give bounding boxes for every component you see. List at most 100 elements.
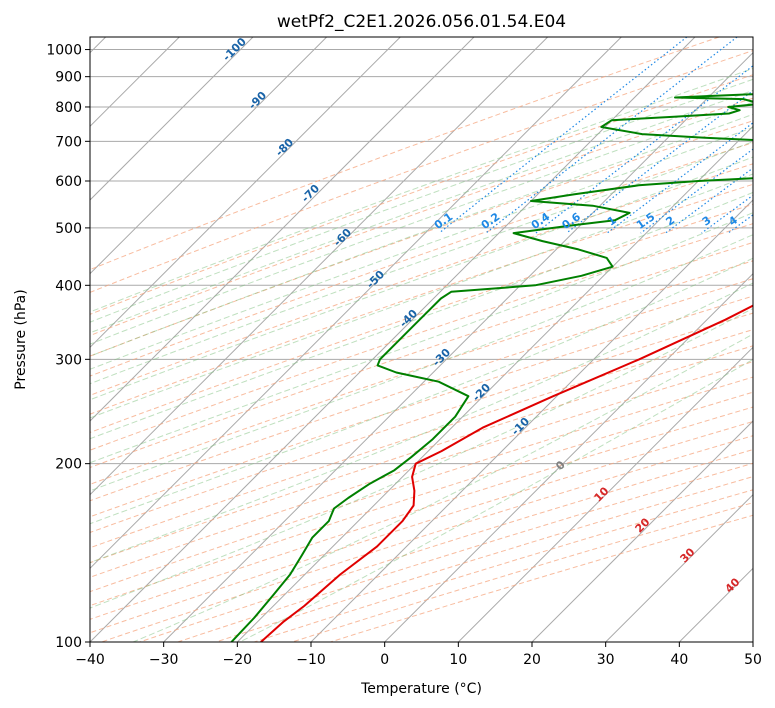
moist-adiabat-line [90,234,753,492]
y-tick-label: 600 [55,174,82,190]
mixing-ratio-line [485,37,738,234]
dry-adiabat-line [90,278,753,502]
dry-adiabat-line [90,97,753,337]
dry-adiabat-line [139,449,753,642]
x-tick-label: 10 [449,652,467,668]
moist-adiabat-line [90,141,753,385]
mixing-ratio-label: 1 [605,214,619,229]
moist-adiabat-line [90,307,753,609]
moist-adiabat-line [90,101,753,345]
dry-adiabat-label: -70 [299,182,322,205]
moist-adiabat-line [90,67,753,313]
y-tick-label: 400 [55,278,82,294]
dry-adiabat-line [101,435,753,642]
x-tick-label: 30 [597,652,615,668]
moist-adiabat-line [133,333,753,642]
dry-adiabat-label: -50 [364,268,387,291]
isotherm-line [90,37,328,275]
isotherm-line [90,37,622,570]
isotherm-line [236,125,753,642]
moist-adiabat-line [90,212,753,464]
dry-adiabat-line [90,74,753,315]
dry-adiabat-label: -90 [246,89,269,112]
isotherm-line [90,37,475,422]
moist-adiabat-label: 40 [723,575,743,595]
dewpoint-line [230,93,753,642]
isotherm-line [310,199,753,642]
mixing-ratio-label: 0.1 [432,210,455,232]
x-tick-label: 0 [380,652,389,668]
x-tick-label: −30 [149,652,179,668]
dry-adiabat-line [90,329,753,549]
isotherm-line [163,51,753,642]
y-tick-label: 800 [55,100,82,116]
moist-adiabats [90,67,753,642]
x-tick-label: 20 [523,652,541,668]
plot-area: 0.10.20.40.611.52346810131620253036-100-… [90,37,775,642]
moist-adiabat-line [239,358,753,642]
moist-adiabat-label: 10 [592,484,612,504]
isotherm-line [90,37,254,201]
temperature-line [260,304,753,642]
y-tick-label: 1000 [46,43,82,59]
isotherm-grid [90,37,753,642]
mixing-ratio-label: 4 [726,213,740,228]
mixing-ratio-label: 6 [765,213,775,228]
dry-adiabat-line [90,312,753,533]
mixing-ratio-line [767,37,775,233]
x-tick-label: −40 [75,652,105,668]
moist-adiabat-line [90,78,753,323]
dry-adiabat-line [90,241,753,469]
isotherm-line [90,37,549,496]
mixing-ratio-label: 0.2 [479,210,502,232]
moist-adiabat-line [90,89,753,334]
dry-adiabat-line [215,476,753,642]
isotherm-line [752,641,753,642]
dry-adiabat-line [90,163,753,396]
x-tick-label: −10 [296,652,326,668]
dry-adiabat-line [90,142,753,377]
isotherm-line [531,420,753,642]
isotherm-line [90,37,401,349]
y-tick-label: 700 [55,134,82,150]
x-tick-label: 50 [744,652,762,668]
x-axis-ticks: −40 −30 −20 −10 0 10 20 30 40 50 [75,642,762,668]
dry-adiabat-line [330,514,753,642]
dry-adiabat-label: -10 [509,415,532,438]
dry-adiabat-line [90,361,753,578]
mixing-ratio-label: 2 [664,214,678,229]
mixing-ratio-line [701,194,753,234]
mixing-ratio-line [438,37,688,234]
dry-adiabat-label: -40 [397,307,420,330]
moist-adiabat-line [90,282,753,564]
mixing-ratio-line [606,122,753,234]
x-tick-label: −20 [223,652,253,668]
y-axis-ticks: 100 200 300 400 500 600 700 800 900 1000 [46,43,90,651]
moist-adiabat-line [90,257,753,525]
y-tick-label: 300 [55,352,82,368]
dry-adiabat-line [292,502,753,642]
mixing-ratio-label: 0.6 [560,210,584,232]
chart-title: wetPf2_C2E1.2026.056.01.54.E04 [277,12,566,32]
dry-adiabat-line [90,120,753,357]
moist-adiabat-line [90,156,753,401]
x-axis-title: Temperature (°C) [360,681,482,697]
x-tick-label: 40 [670,652,688,668]
dry-adiabat-line [90,50,753,293]
dry-adiabat-line [90,223,753,451]
y-tick-label: 200 [55,457,82,473]
plot-frame [89,36,754,643]
isotherm-line [457,346,753,642]
dry-adiabat-line [90,183,753,415]
dry-adiabat-label: -20 [470,381,493,404]
y-tick-label: 100 [55,635,82,651]
isotherm-line [605,493,753,642]
dry-adiabat-line [90,391,753,607]
dry-adiabat-label: -80 [273,136,296,159]
moist-adiabat-line [90,173,753,419]
y-tick-label: 500 [55,221,82,237]
y-tick-label: 900 [55,70,82,86]
mixing-ratio-line [665,167,753,234]
isotherm-line [90,37,696,642]
